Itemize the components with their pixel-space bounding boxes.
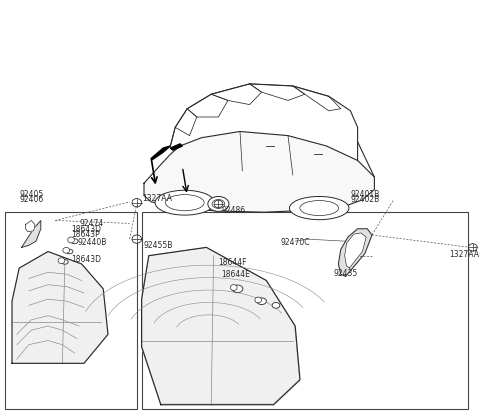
Text: 92406: 92406 xyxy=(19,194,44,203)
Circle shape xyxy=(58,258,65,264)
Ellipse shape xyxy=(166,195,204,211)
Circle shape xyxy=(214,201,223,208)
Ellipse shape xyxy=(66,249,73,254)
FancyBboxPatch shape xyxy=(5,213,137,409)
Ellipse shape xyxy=(61,260,68,264)
Polygon shape xyxy=(142,248,300,405)
Ellipse shape xyxy=(289,197,349,220)
Circle shape xyxy=(132,235,142,244)
Ellipse shape xyxy=(155,191,215,216)
Ellipse shape xyxy=(71,239,78,244)
Polygon shape xyxy=(22,221,41,248)
Text: 92435: 92435 xyxy=(334,268,358,277)
Polygon shape xyxy=(151,147,170,161)
Ellipse shape xyxy=(257,298,266,305)
Polygon shape xyxy=(345,233,366,268)
Circle shape xyxy=(63,248,70,254)
Text: 92402B: 92402B xyxy=(350,194,380,203)
Polygon shape xyxy=(25,221,35,232)
Text: 18643D: 18643D xyxy=(71,225,101,234)
Ellipse shape xyxy=(272,303,280,309)
FancyBboxPatch shape xyxy=(142,213,468,409)
Text: 92401B: 92401B xyxy=(350,189,380,198)
Polygon shape xyxy=(12,252,108,363)
Text: 18644E: 18644E xyxy=(221,270,250,279)
Ellipse shape xyxy=(300,201,338,216)
Text: 92474: 92474 xyxy=(79,218,104,228)
Circle shape xyxy=(468,244,477,252)
Circle shape xyxy=(132,199,142,207)
Text: 18644F: 18644F xyxy=(218,258,247,267)
Circle shape xyxy=(230,285,237,291)
Circle shape xyxy=(68,237,74,243)
Circle shape xyxy=(255,297,262,303)
Text: 1327AA: 1327AA xyxy=(449,249,479,259)
Ellipse shape xyxy=(208,197,229,212)
Text: 18643P: 18643P xyxy=(71,230,100,239)
Text: 92486: 92486 xyxy=(222,205,246,214)
Ellipse shape xyxy=(232,285,243,293)
Text: 1327AA: 1327AA xyxy=(142,194,172,203)
Polygon shape xyxy=(170,145,182,151)
Text: 92440B: 92440B xyxy=(78,237,107,246)
Text: 18643D: 18643D xyxy=(71,254,101,263)
Polygon shape xyxy=(338,229,372,277)
Polygon shape xyxy=(144,132,374,213)
Text: 92455B: 92455B xyxy=(143,240,172,249)
Text: 92405: 92405 xyxy=(19,189,44,198)
Ellipse shape xyxy=(212,200,225,209)
Text: 92470C: 92470C xyxy=(280,237,310,246)
